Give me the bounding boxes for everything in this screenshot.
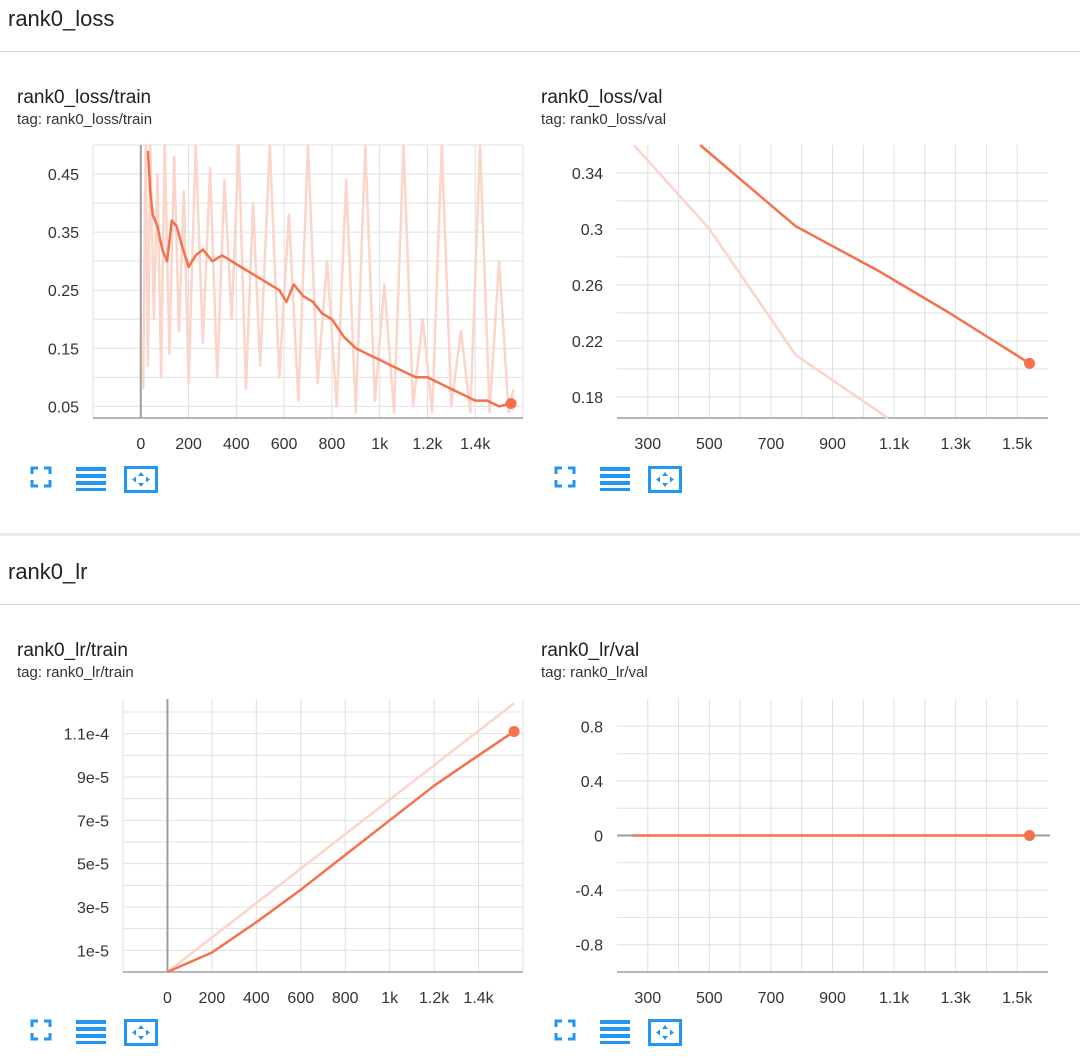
y-tick-label: 0.45: [48, 167, 79, 184]
x-tick-label: 600: [287, 990, 314, 1007]
fit-to-screen-icon[interactable]: [554, 466, 590, 494]
y-tick-label: 3e-5: [77, 900, 109, 917]
x-tick-label: 600: [271, 436, 298, 453]
fit-domain-icon[interactable]: [124, 466, 160, 494]
last-point-marker[interactable]: [505, 397, 517, 409]
x-tick-label: 400: [223, 436, 250, 453]
toggle-log-scale-icon[interactable]: [600, 466, 636, 494]
y-tick-label: 1e-5: [77, 943, 109, 960]
y-tick-label: 0.05: [48, 399, 79, 416]
y-tick-label: 7e-5: [77, 813, 109, 830]
x-tick-label: 1.3k: [941, 436, 972, 453]
x-tick-label: 700: [758, 990, 785, 1007]
y-tick-label: 1.1e-4: [64, 727, 109, 744]
raw-series-line: [632, 144, 889, 420]
chart-tag: tag: rank0_loss/train: [17, 111, 153, 128]
y-tick-label: 0.35: [48, 225, 79, 242]
x-tick-label: 1.5k: [1002, 436, 1033, 453]
section-title-loss: rank0_loss: [8, 6, 115, 31]
x-tick-label: 500: [696, 990, 723, 1007]
x-tick-label: 1.2k: [412, 436, 443, 453]
y-tick-label: 5e-5: [77, 857, 109, 874]
x-tick-label: 900: [819, 990, 846, 1007]
x-tick-label: 1.4k: [463, 990, 494, 1007]
x-tick-label: 200: [199, 990, 226, 1007]
fit-to-screen-icon[interactable]: [554, 1019, 590, 1047]
y-tick-label: 0.15: [48, 341, 79, 358]
x-tick-label: 1.1k: [879, 990, 910, 1007]
x-tick-label: 0: [136, 436, 145, 453]
fit-to-screen-icon[interactable]: [30, 466, 66, 494]
last-point-marker[interactable]: [1024, 830, 1036, 841]
chart-tag: tag: rank0_loss/val: [541, 111, 667, 128]
smoothed-series-line: [699, 144, 1031, 365]
x-tick-label: 900: [819, 436, 846, 453]
section-title-lr: rank0_lr: [8, 559, 88, 584]
fit-to-screen-icon[interactable]: [30, 1019, 66, 1047]
x-tick-label: 300: [634, 990, 661, 1007]
chart-tag: tag: rank0_lr/train: [17, 664, 134, 681]
y-tick-label: 9e-5: [77, 770, 109, 787]
x-tick-label: 500: [696, 436, 723, 453]
y-tick-label: 0.26: [572, 278, 603, 295]
x-tick-label: 800: [332, 990, 359, 1007]
y-tick-label: 0.3: [581, 222, 603, 239]
x-tick-label: 300: [634, 436, 661, 453]
y-tick-label: 0.34: [572, 166, 603, 183]
raw-series-line: [166, 702, 515, 973]
y-tick-label: 0.8: [581, 719, 603, 736]
toggle-log-scale-icon[interactable]: [600, 1019, 636, 1047]
section-divider: [0, 604, 1080, 605]
y-tick-label: 0.18: [572, 390, 603, 407]
fit-domain-icon[interactable]: [648, 466, 684, 494]
x-tick-label: 400: [243, 990, 270, 1007]
y-tick-label: -0.4: [575, 883, 603, 900]
chart-title: rank0_loss/train: [17, 87, 152, 108]
chart-title: rank0_lr/val: [541, 640, 640, 661]
x-tick-label: 1.1k: [879, 436, 910, 453]
section-divider: [0, 533, 1080, 536]
x-tick-label: 1k: [371, 436, 389, 453]
toggle-log-scale-icon[interactable]: [76, 466, 112, 494]
y-tick-label: 0.4: [581, 774, 603, 791]
x-tick-label: 200: [175, 436, 202, 453]
x-tick-label: 1.4k: [460, 436, 491, 453]
fit-domain-icon[interactable]: [124, 1019, 160, 1047]
x-tick-label: 1.5k: [1002, 990, 1033, 1007]
last-point-marker[interactable]: [508, 726, 520, 737]
section-divider: [0, 51, 1080, 52]
x-tick-label: 1k: [381, 990, 399, 1007]
raw-series-line: [141, 143, 515, 414]
x-tick-label: 1.2k: [419, 990, 450, 1007]
last-point-marker[interactable]: [1024, 357, 1036, 369]
x-tick-label: 0: [163, 990, 172, 1007]
chart-title: rank0_loss/val: [541, 87, 663, 108]
y-tick-label: 0.25: [48, 283, 79, 300]
y-tick-label: -0.8: [575, 938, 603, 955]
y-tick-label: 0.22: [572, 334, 603, 351]
toggle-log-scale-icon[interactable]: [76, 1019, 112, 1047]
smoothed-series-line: [146, 150, 512, 408]
fit-domain-icon[interactable]: [648, 1019, 684, 1047]
smoothed-series-line: [166, 730, 515, 974]
x-tick-label: 700: [758, 436, 785, 453]
x-tick-label: 800: [319, 436, 346, 453]
x-tick-label: 1.3k: [941, 990, 972, 1007]
y-tick-label: 0: [594, 829, 603, 846]
chart-title: rank0_lr/train: [17, 640, 128, 661]
chart-tag: tag: rank0_lr/val: [541, 664, 648, 681]
